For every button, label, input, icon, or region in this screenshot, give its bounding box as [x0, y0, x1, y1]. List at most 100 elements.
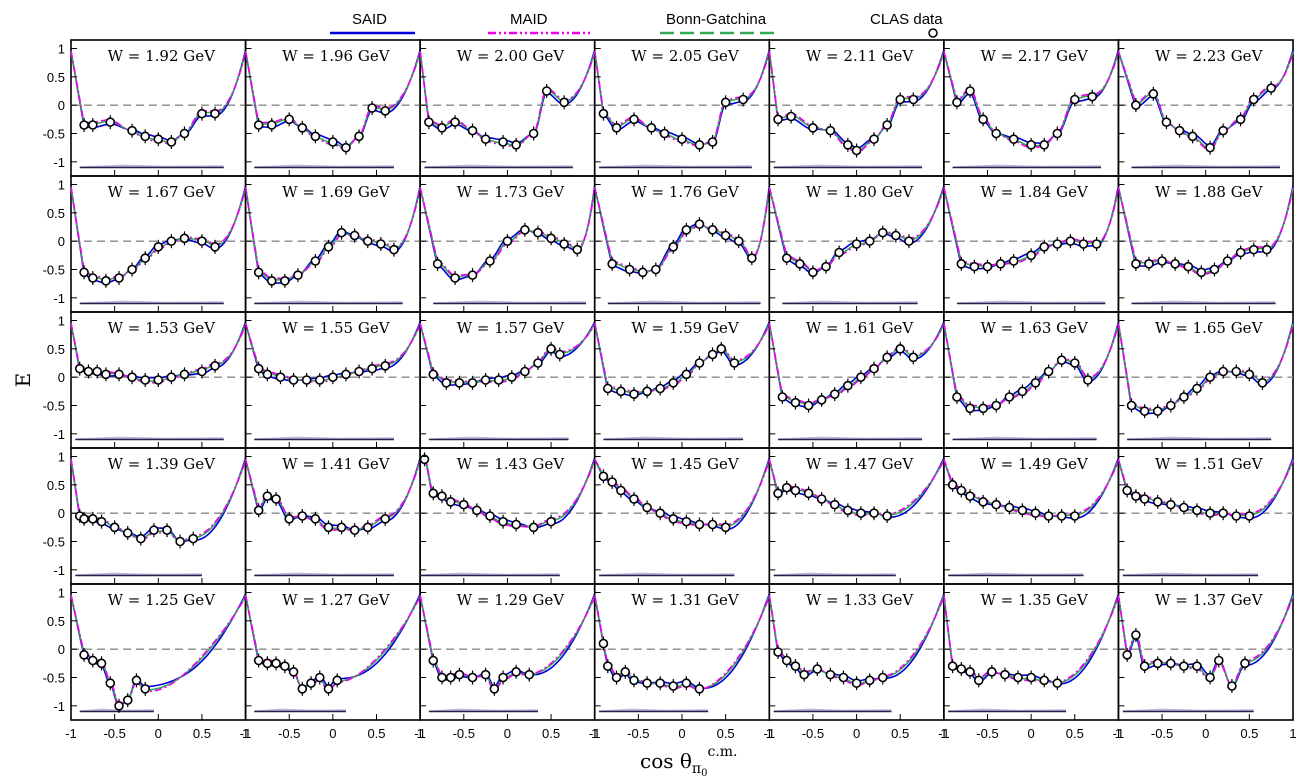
y-tick-label: 0	[58, 642, 65, 657]
data-point	[1179, 502, 1189, 513]
data-point	[367, 363, 377, 374]
data-point	[253, 505, 264, 516]
legend: SAID MAID Bonn-Gatchina CLAS data	[330, 11, 943, 38]
data-point	[773, 488, 783, 499]
y-tick-labels: 1 0.5 0 -0.5 -1 1 0.5 0 -0.5 -1 1 0.5 0 -0.5 -1 1 0.5 0 -0…	[43, 42, 65, 714]
y-tick-label: 0.5	[47, 478, 65, 493]
data-point	[1166, 658, 1176, 669]
data-point	[655, 383, 665, 394]
data-point	[1183, 261, 1194, 272]
data-point	[1139, 494, 1150, 504]
data-point	[262, 658, 273, 669]
data-point	[790, 485, 801, 496]
data-point	[1231, 366, 1242, 377]
y-tick-label: -0.5	[43, 399, 65, 414]
data-point	[991, 499, 1002, 510]
data-point	[987, 667, 997, 677]
data-point	[821, 261, 831, 272]
data-point	[720, 97, 731, 108]
panel: W = 1.73 GeV	[419, 175, 596, 313]
data-point	[1209, 264, 1220, 275]
data-point	[328, 137, 338, 147]
data-point	[310, 256, 321, 266]
data-point	[1131, 259, 1141, 269]
panel-label: W = 1.33 GeV	[806, 591, 915, 609]
data-point	[1052, 678, 1063, 688]
x-tick-label: 0	[678, 726, 685, 741]
x-tick-label: -1	[414, 726, 426, 741]
data-point	[1017, 386, 1028, 397]
data-point	[1091, 239, 1102, 249]
data-point	[1008, 256, 1019, 266]
panel-label: W = 1.69 GeV	[282, 183, 391, 201]
panel-label: W = 1.55 GeV	[282, 319, 391, 337]
data-point	[419, 454, 430, 465]
panel: W = 1.53 GeV	[70, 311, 247, 449]
maid-curve	[419, 323, 596, 384]
data-point	[616, 485, 626, 496]
x-axis-title-main: cos θ	[640, 749, 692, 773]
data-point	[341, 369, 351, 380]
panel: W = 1.39 GeV	[70, 447, 247, 585]
panel: W = 1.57 GeV	[419, 311, 596, 449]
data-point	[297, 511, 308, 521]
data-point	[354, 366, 364, 377]
data-point	[877, 672, 888, 683]
data-point	[629, 494, 639, 504]
data-point	[1126, 400, 1137, 411]
data-point	[127, 125, 137, 136]
data-point	[293, 270, 303, 280]
x-tick-label: -1	[589, 726, 601, 741]
data-point	[808, 267, 818, 278]
x-tick-label: 0	[504, 726, 511, 741]
data-point	[341, 142, 351, 153]
data-point	[655, 508, 665, 518]
data-point	[445, 672, 456, 683]
data-point	[659, 128, 670, 139]
data-point	[965, 403, 975, 414]
x-tick-label: -0.5	[1151, 726, 1173, 741]
data-point	[1000, 669, 1010, 680]
data-point	[559, 239, 569, 249]
data-point	[1122, 485, 1132, 496]
data-point	[1004, 502, 1015, 513]
data-point	[694, 358, 705, 368]
data-point	[1039, 140, 1050, 150]
data-point	[995, 259, 1006, 269]
panel: W = 1.29 GeV	[419, 583, 596, 721]
data-point	[1192, 661, 1202, 671]
data-point	[546, 344, 556, 354]
data-point	[1161, 117, 1172, 127]
data-point	[616, 386, 626, 397]
data-point	[869, 134, 879, 144]
bonn-curve	[244, 187, 421, 281]
data-point	[716, 344, 727, 354]
data-point	[843, 505, 853, 516]
data-point	[533, 358, 543, 368]
data-point	[637, 267, 648, 278]
panel: W = 2.17 GeV	[943, 39, 1120, 177]
data-point	[310, 514, 321, 524]
data-point	[781, 655, 792, 666]
data-point	[1013, 672, 1023, 683]
data-point	[825, 669, 836, 680]
data-point	[773, 647, 783, 657]
panel: W = 1.41 GeV	[244, 447, 421, 585]
legend-maid-label: MAID	[510, 11, 548, 28]
data-point	[572, 244, 583, 255]
data-point	[829, 389, 840, 399]
data-point	[1214, 655, 1224, 666]
data-point	[829, 499, 840, 510]
panel: W = 2.05 GeV	[593, 39, 771, 177]
bonn-curve	[419, 51, 596, 147]
data-point	[795, 259, 805, 269]
data-point	[738, 94, 748, 105]
data-point	[92, 366, 102, 377]
data-point	[506, 372, 517, 382]
data-point	[947, 661, 958, 671]
data-point	[367, 103, 377, 113]
data-point	[74, 363, 85, 374]
data-point	[480, 375, 491, 385]
data-point	[210, 361, 220, 371]
data-point	[162, 525, 172, 535]
